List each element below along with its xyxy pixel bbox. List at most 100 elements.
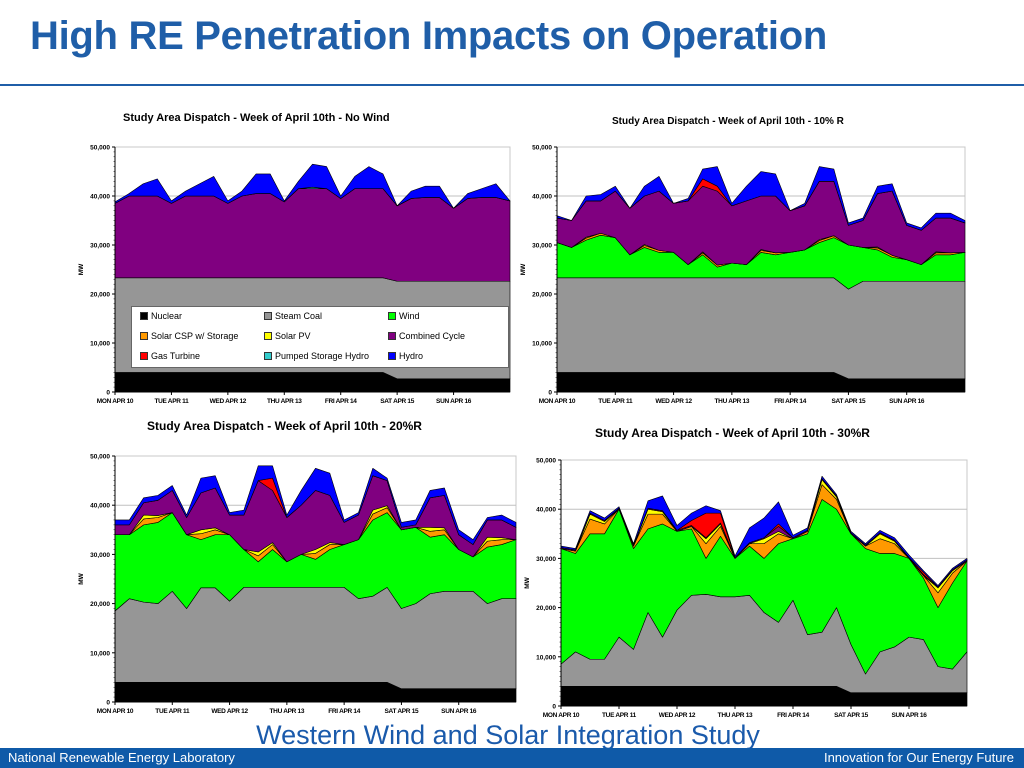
y-tick-label: 0 — [548, 390, 552, 397]
y-tick-label: 0 — [106, 700, 110, 707]
x-tick-label: TUE APR 11 — [598, 398, 633, 405]
slide-title: High RE Penetration Impacts on Operation — [30, 14, 827, 58]
y-tick-label: 10,000 — [90, 341, 110, 348]
dispatch-chart-2: 0 10,000 20,000 30,000 40,000 50,000 MON APR 1… — [78, 454, 517, 715]
area-hydro — [114, 465, 517, 545]
legend-item-solar-pv: Solar PV — [264, 331, 311, 341]
dispatch-chart-1: 0 10,000 20,000 30,000 40,000 50,000 MON APR 1… — [520, 145, 966, 405]
legend-item-gas-turbine: Gas Turbine — [140, 351, 200, 361]
x-tick-label: THU APR 13 — [270, 708, 305, 715]
y-tick-label: 30,000 — [536, 556, 556, 563]
y-axis-label: MW — [78, 572, 85, 584]
x-tick-label: SUN APR 16 — [891, 712, 927, 719]
x-tick-label: MON APR 10 — [539, 398, 576, 405]
x-tick-label: FRI APR 14 — [774, 398, 806, 405]
x-tick-label: TUE APR 11 — [155, 708, 190, 715]
x-tick-label: SUN APR 16 — [436, 398, 472, 405]
footer-tagline: Innovation for Our Energy Future — [823, 750, 1014, 765]
area-hydro — [560, 475, 968, 588]
legend-item-wind: Wind — [388, 311, 420, 321]
legend-item-combined-cycle: Combined Cycle — [388, 331, 465, 341]
x-tick-label: SAT APR 15 — [834, 712, 869, 719]
y-tick-label: 50,000 — [90, 145, 110, 152]
y-tick-label: 10,000 — [90, 650, 110, 657]
x-tick-label: FRI APR 14 — [325, 398, 357, 405]
x-tick-label: TUE APR 11 — [602, 712, 637, 719]
legend-label: Pumped Storage Hydro — [275, 351, 370, 361]
x-tick-label: TUE APR 11 — [154, 398, 189, 405]
x-tick-label: THU APR 13 — [715, 398, 750, 405]
x-tick-label: THU APR 13 — [267, 398, 302, 405]
x-tick-label: FRI APR 14 — [777, 712, 809, 719]
y-tick-label: 40,000 — [90, 194, 110, 201]
y-tick-label: 10,000 — [536, 654, 556, 661]
y-tick-label: 20,000 — [90, 292, 110, 299]
legend-item-nuclear: Nuclear — [140, 311, 182, 321]
y-tick-label: 10,000 — [532, 341, 552, 348]
chart-title-20pct: Study Area Dispatch - Week of April 10th… — [147, 419, 422, 433]
y-tick-label: 30,000 — [90, 243, 110, 250]
chart-title-no-wind: Study Area Dispatch - Week of April 10th… — [123, 112, 390, 124]
y-tick-label: 0 — [106, 390, 110, 397]
area-steam-coal — [114, 587, 517, 690]
legend-item-pumped-storage: Pumped Storage Hydro — [264, 351, 369, 361]
y-tick-label: 30,000 — [90, 552, 110, 559]
y-tick-label: 50,000 — [536, 458, 556, 465]
y-tick-label: 20,000 — [536, 605, 556, 612]
legend-swatch — [264, 352, 272, 360]
x-tick-label: MON APR 10 — [543, 712, 580, 719]
legend-swatch — [388, 332, 396, 340]
area-hydro — [556, 166, 966, 231]
x-tick-label: SAT APR 15 — [832, 398, 867, 405]
x-tick-label: SAT APR 15 — [385, 708, 420, 715]
x-tick-label: WED APR 12 — [211, 708, 248, 715]
y-axis-label: MW — [520, 263, 527, 275]
x-tick-label: MON APR 10 — [97, 708, 134, 715]
legend-label: Wind — [399, 311, 420, 321]
chart-legend: Nuclear Steam Coal Wind Solar CSP w/ Sto… — [131, 306, 509, 368]
legend-label: Combined Cycle — [399, 331, 466, 341]
legend-swatch — [388, 352, 396, 360]
y-tick-label: 40,000 — [90, 503, 110, 510]
x-tick-label: SAT APR 15 — [380, 398, 415, 405]
legend-item-steam-coal: Steam Coal — [264, 311, 322, 321]
legend-swatch — [140, 332, 148, 340]
y-tick-label: 30,000 — [532, 243, 552, 250]
title-divider — [0, 84, 1024, 86]
footer-bar: National Renewable Energy Laboratory Inn… — [0, 748, 1024, 768]
y-tick-label: 40,000 — [532, 194, 552, 201]
y-tick-label: 50,000 — [90, 454, 110, 461]
legend-swatch — [388, 312, 396, 320]
chart-title-30pct: Study Area Dispatch - Week of April 10th… — [595, 426, 870, 440]
y-axis-label: MW — [78, 263, 85, 275]
legend-swatch — [140, 352, 148, 360]
y-tick-label: 0 — [552, 704, 556, 711]
area-steam-coal — [556, 277, 966, 380]
x-tick-label: WED APR 12 — [655, 398, 692, 405]
x-tick-label: WED APR 12 — [659, 712, 696, 719]
x-tick-label: FRI APR 14 — [328, 708, 360, 715]
legend-label: Nuclear — [151, 311, 183, 321]
chart-title-10pct: Study Area Dispatch - Week of April 10th… — [612, 116, 844, 127]
legend-label: Gas Turbine — [151, 351, 201, 361]
legend-label: Solar CSP w/ Storage — [151, 331, 239, 341]
x-tick-label: SUN APR 16 — [889, 398, 925, 405]
study-name: Western Wind and Solar Integration Study — [256, 720, 760, 750]
legend-swatch — [264, 312, 272, 320]
legend-label: Hydro — [399, 351, 424, 361]
x-tick-label: THU APR 13 — [718, 712, 753, 719]
legend-swatch — [264, 332, 272, 340]
x-tick-label: MON APR 10 — [97, 398, 134, 405]
legend-label: Steam Coal — [275, 311, 323, 321]
y-axis-label: MW — [524, 576, 531, 588]
dispatch-chart-3: 0 10,000 20,000 30,000 40,000 50,000 MON APR 1… — [524, 458, 968, 719]
legend-item-solar-csp: Solar CSP w/ Storage — [140, 331, 238, 341]
legend-swatch — [140, 312, 148, 320]
y-tick-label: 20,000 — [532, 292, 552, 299]
footer-organization: National Renewable Energy Laboratory — [8, 750, 235, 765]
x-tick-label: SUN APR 16 — [441, 708, 477, 715]
y-tick-label: 20,000 — [90, 601, 110, 608]
legend-label: Solar PV — [275, 331, 311, 341]
y-tick-label: 50,000 — [532, 145, 552, 152]
area-hydro — [114, 163, 511, 209]
